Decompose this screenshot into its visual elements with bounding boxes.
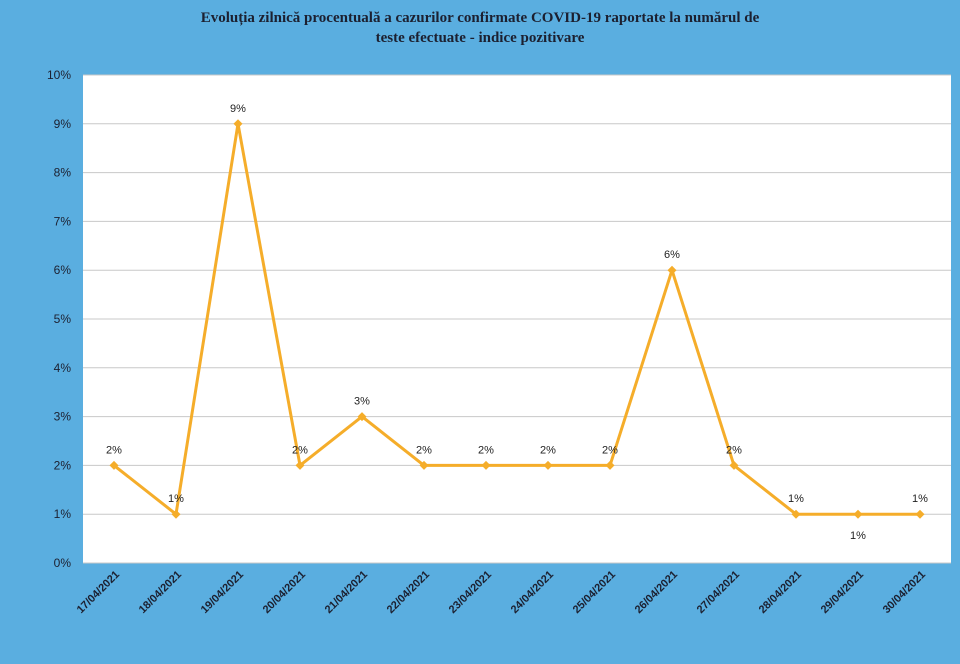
- data-point: [357, 412, 367, 422]
- data-point: [419, 460, 429, 470]
- gridlines: [83, 74, 951, 564]
- data-label: 1%: [788, 493, 804, 505]
- x-tick-label: 20/04/2021: [261, 569, 308, 616]
- data-label: 2%: [602, 444, 618, 456]
- data-label: 1%: [168, 493, 184, 505]
- data-point: [729, 460, 739, 470]
- data-point: [667, 265, 677, 275]
- data-point: [853, 509, 863, 519]
- y-tick-label: 0%: [54, 556, 72, 570]
- chart-title-line-2: teste efectuate - indice pozitivare: [375, 30, 585, 46]
- data-label: 2%: [106, 444, 122, 456]
- x-tick-label: 27/04/2021: [695, 569, 742, 616]
- data-label: 3%: [354, 396, 370, 408]
- data-point: [295, 460, 305, 470]
- data-label: 1%: [912, 493, 928, 505]
- x-tick-label: 17/04/2021: [75, 569, 122, 616]
- data-labels: 2% 1% 9% 2% 3% 2% 2% 2% 2% 6% 2% 1% 1% 1%: [106, 103, 928, 542]
- y-tick-label: 6%: [54, 263, 72, 277]
- data-point: [481, 460, 491, 470]
- data-point: [109, 460, 119, 470]
- y-axis-ticks: 0% 1% 2% 3% 4% 5% 6% 7% 8% 9% 10%: [47, 68, 71, 570]
- chart-title-line-1: Evoluția zilnică procentuală a cazurilor…: [200, 10, 760, 26]
- data-label: 2%: [292, 444, 308, 456]
- x-axis-ticks: 17/04/2021 18/04/2021 19/04/2021 20/04/2021…: [75, 569, 928, 616]
- x-tick-label: 24/04/2021: [509, 569, 556, 616]
- data-point: [915, 509, 925, 519]
- y-tick-label: 8%: [54, 166, 72, 180]
- y-tick-label: 4%: [54, 361, 72, 375]
- y-tick-label: 3%: [54, 410, 72, 424]
- x-tick-label: 21/04/2021: [323, 569, 370, 616]
- series-line: [113, 122, 920, 516]
- data-label: 2%: [540, 444, 556, 456]
- data-point: [233, 119, 243, 129]
- y-tick-label: 9%: [54, 117, 72, 131]
- x-tick-label: 29/04/2021: [819, 569, 866, 616]
- data-label: 2%: [478, 444, 494, 456]
- x-tick-label: 23/04/2021: [447, 569, 494, 616]
- y-tick-label: 2%: [54, 458, 72, 472]
- data-label: 6%: [664, 249, 680, 261]
- y-tick-label: 7%: [54, 214, 72, 228]
- data-point: [605, 460, 615, 470]
- data-label: 9%: [230, 103, 246, 115]
- x-tick-label: 26/04/2021: [633, 569, 680, 616]
- data-label: 2%: [726, 444, 742, 456]
- chart-title: Evoluția zilnică procentuală a cazurilor…: [130, 8, 830, 48]
- x-tick-label: 25/04/2021: [571, 569, 618, 616]
- data-point: [171, 509, 181, 519]
- y-tick-label: 10%: [47, 68, 71, 82]
- x-tick-label: 28/04/2021: [757, 569, 804, 616]
- data-point: [791, 509, 801, 519]
- data-label: 1%: [850, 530, 866, 542]
- y-tick-label: 1%: [54, 507, 72, 521]
- x-tick-label: 18/04/2021: [137, 569, 184, 616]
- x-tick-label: 22/04/2021: [385, 569, 432, 616]
- x-tick-label: 30/04/2021: [881, 569, 928, 616]
- series-positivity: [109, 119, 925, 519]
- x-tick-label: 19/04/2021: [199, 569, 246, 616]
- data-label: 2%: [416, 444, 432, 456]
- y-tick-label: 5%: [54, 312, 72, 326]
- data-point: [543, 460, 553, 470]
